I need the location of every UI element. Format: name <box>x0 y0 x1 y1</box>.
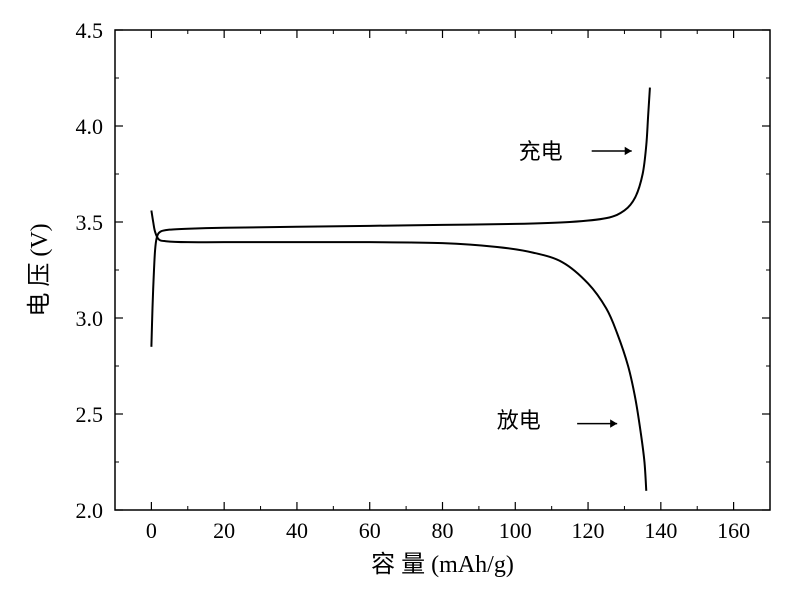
x-axis-label: 容 量 (mAh/g) <box>371 551 514 578</box>
x-tick-label: 140 <box>644 518 677 543</box>
y-tick-label: 2.5 <box>76 402 104 427</box>
y-tick-label: 4.0 <box>76 114 104 139</box>
annotation-discharge-label: 放电 <box>497 408 541 433</box>
y-tick-label: 4.5 <box>76 18 104 43</box>
voltage-capacity-chart: 0 20 40 60 80 100 120 140 160 2.0 2.5 3.0 3.5 4.0 4.5 容… <box>0 0 800 607</box>
x-tick-label: 60 <box>359 518 381 543</box>
annotation-charge-label: 充电 <box>519 139 563 164</box>
x-tick-label: 120 <box>572 518 605 543</box>
x-tick-label: 40 <box>286 518 308 543</box>
x-tick-label: 0 <box>146 518 157 543</box>
chart-container: 0 20 40 60 80 100 120 140 160 2.0 2.5 3.0 3.5 4.0 4.5 容… <box>0 0 800 607</box>
y-tick-label: 2.0 <box>76 498 104 523</box>
x-tick-label: 80 <box>432 518 454 543</box>
x-tick-label: 100 <box>499 518 532 543</box>
y-axis-label: 电 压 (V) <box>26 223 53 316</box>
y-tick-label: 3.5 <box>76 210 104 235</box>
x-tick-label: 20 <box>213 518 235 543</box>
y-tick-label: 3.0 <box>76 306 104 331</box>
x-tick-label: 160 <box>717 518 750 543</box>
